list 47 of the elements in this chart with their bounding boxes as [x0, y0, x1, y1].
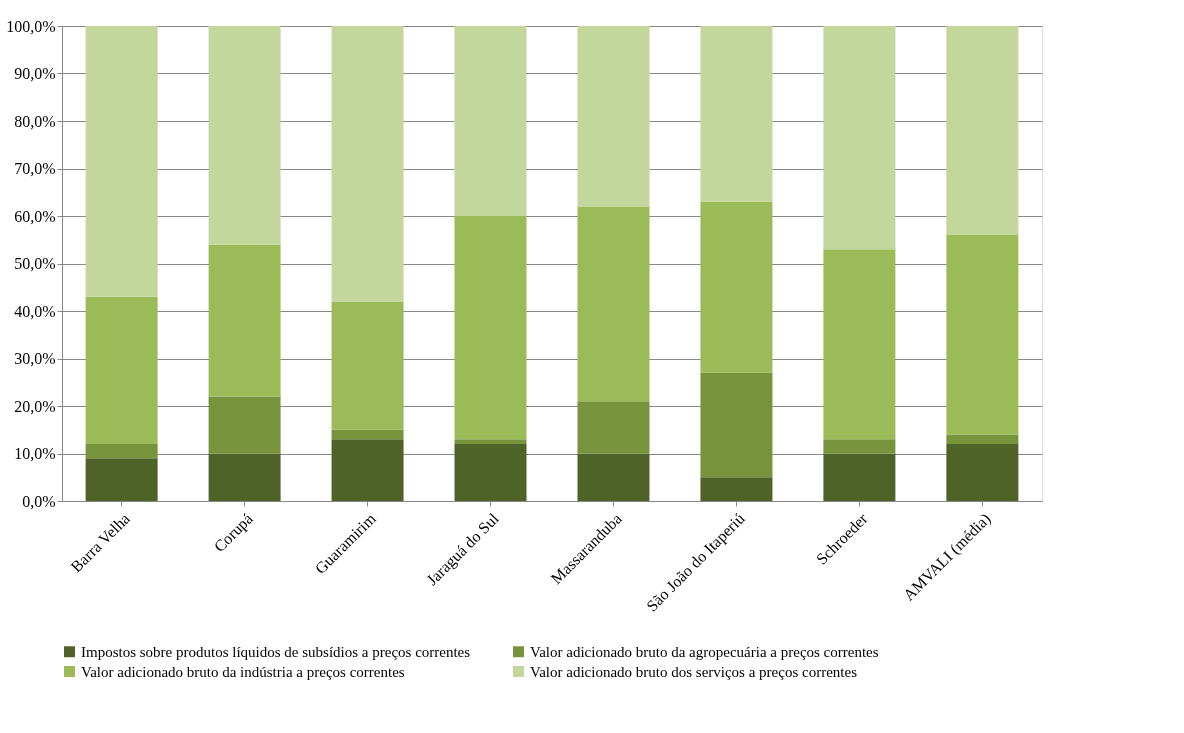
bar	[700, 477, 773, 501]
bar	[454, 439, 527, 444]
bar	[454, 26, 527, 216]
y-tick-label: 40,0%	[14, 302, 56, 320]
y-tick-label: 20,0%	[14, 397, 56, 415]
bar	[208, 396, 281, 454]
y-tick-label: 30,0%	[14, 350, 56, 367]
y-tick-label: 100,0%	[6, 17, 56, 35]
bar	[331, 301, 404, 430]
y-tick-label: 70,0%	[14, 160, 56, 177]
bar	[85, 26, 158, 297]
bar	[331, 439, 404, 501]
bar	[700, 201, 773, 373]
bar	[85, 458, 158, 501]
bar	[331, 429, 404, 440]
bar	[946, 444, 1019, 501]
bar	[331, 26, 404, 302]
bar	[946, 26, 1019, 235]
bar	[85, 444, 158, 459]
bar	[454, 216, 527, 440]
y-tick-label: 80,0%	[14, 112, 56, 130]
legend-label: Valor adicionado bruto da agropecuária a preços correntes	[530, 643, 879, 660]
y-tick-label: 90,0%	[14, 65, 56, 82]
y-tick-label: 0,0%	[22, 492, 56, 510]
y-tick-label: 60,0%	[14, 207, 56, 225]
legend-label: Valor adicionado bruto da indústria a preços correntes	[81, 663, 405, 680]
bar	[577, 453, 650, 501]
bar	[208, 244, 281, 397]
bar	[208, 453, 281, 501]
bar	[946, 235, 1019, 435]
bar	[454, 444, 527, 501]
bar	[577, 401, 650, 454]
bar	[823, 453, 896, 501]
bar	[823, 439, 896, 454]
bar	[823, 26, 896, 250]
y-tick-label: 10,0%	[14, 445, 56, 462]
bar	[700, 26, 773, 202]
legend-label: Impostos sobre produtos líquidos de subsídios a preços correntes	[81, 643, 471, 660]
legend-label: Valor adicionado bruto dos serviços a preços correntes	[530, 663, 858, 680]
bar	[700, 372, 773, 478]
bar	[85, 296, 158, 444]
bar	[577, 26, 650, 207]
bar	[946, 434, 1019, 444]
bar	[577, 206, 650, 402]
y-tick-label: 50,0%	[14, 255, 56, 272]
bar	[823, 249, 896, 440]
bar	[208, 26, 281, 245]
